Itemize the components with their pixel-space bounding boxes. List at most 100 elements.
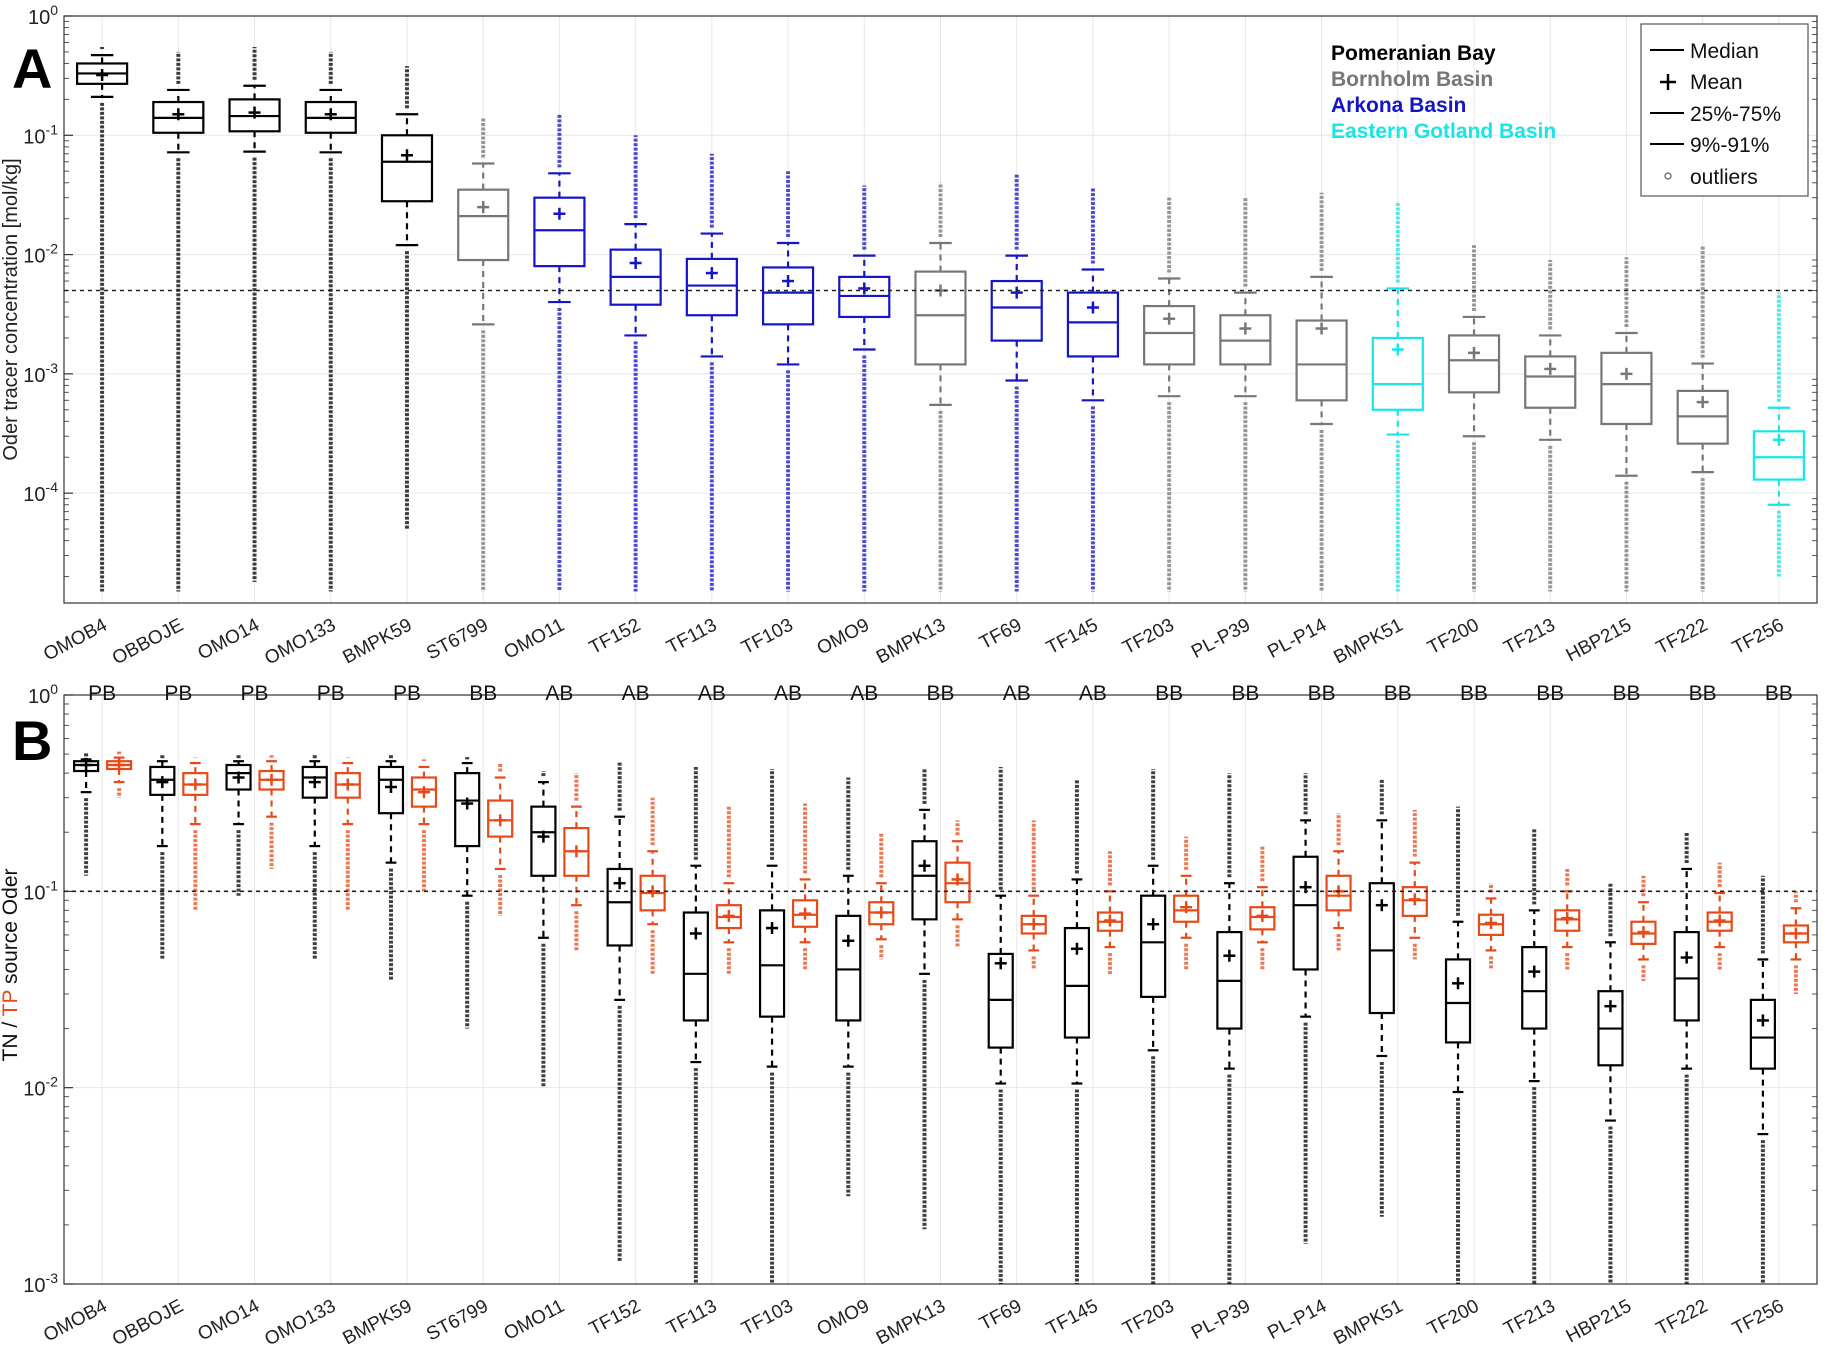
panel-a-st6799-box	[457, 188, 510, 262]
panel-b-station-tf113	[682, 766, 742, 1284]
panel-b-tn-tf256-box	[1749, 998, 1776, 1070]
panel-b-tn-bmpk59-box	[377, 765, 405, 815]
panel-b-station-tf69	[987, 766, 1047, 1284]
panel-b-station-hbp215	[1597, 875, 1657, 1284]
panel-b-station-pl-p39	[1216, 773, 1276, 1284]
panel-b-station-tf222	[1673, 832, 1733, 1284]
panel-b-x-tick-label: OBBOJE	[109, 1296, 187, 1351]
panel-a-axes-frame	[63, 15, 1818, 604]
panel-a-x-tick-label: TF113	[663, 615, 720, 659]
panel-b-station-omo9	[835, 777, 895, 1197]
panel-a-x-tick-label: OMO14	[195, 614, 264, 664]
panel-b-x-tick-label: OMO133	[261, 1296, 339, 1351]
panel-a-station-tf256	[1752, 292, 1805, 577]
panel-a-x-tick-label: OMO9	[814, 615, 873, 660]
panel-b-x-tick-label: TF213	[1500, 1296, 1558, 1340]
panel-a-y-tick-exponent: -1	[46, 121, 59, 137]
panel-b-x-tick-label: TF152	[586, 1296, 644, 1340]
panel-b-tn-st6799-box	[454, 772, 481, 848]
panel-a-station-bmpk59	[380, 66, 434, 530]
panel-b-tn-tf222-box	[1673, 930, 1700, 1022]
panel-a-y-tick-exponent: 0	[50, 2, 58, 18]
panel-b-tn-tf213-box	[1521, 945, 1548, 1030]
panel-b-x-tick-label: TF113	[663, 1296, 720, 1340]
panel-a-y-tick-exponent: -2	[46, 241, 59, 257]
panel-b-y-tick-exponent: -1	[46, 877, 59, 893]
panel-a-y-tick-label: 10-1	[23, 121, 58, 148]
panel-a-station-omo9	[838, 185, 891, 592]
panel-b-x-tick-label: OMOB4	[40, 1295, 111, 1346]
panel-b-basin-label: AB	[1003, 682, 1031, 705]
panel-a-y-tick-label: 10-4	[23, 479, 58, 506]
panel-a-y-tick-base: 10	[28, 7, 50, 29]
panel-b-x-tick-label: BMPK59	[340, 1296, 416, 1350]
panel-a-x-tick-label: TF203	[1119, 615, 1177, 659]
panel-a-x-tick-label: TF69	[976, 615, 1025, 654]
panel-a-x-tick-label: HBP215	[1563, 615, 1635, 667]
panel-b-y-tick-label: 10-3	[23, 1270, 58, 1297]
panel-b-y-tick-base: 10	[28, 686, 50, 708]
panel-b-x-tick-label: PL-P14	[1264, 1295, 1330, 1343]
panel-b-basin-label: PB	[241, 682, 269, 705]
panel-b-y-tick-label: 100	[28, 681, 58, 708]
panel-b-basin-label: AB	[774, 682, 802, 705]
panel-b-tn-omo9-box	[835, 914, 862, 1022]
panel-b-station-bmpk13	[911, 768, 971, 1230]
panel-a-station-tf213	[1524, 260, 1577, 592]
panel-a-x-tick-label: OMOB4	[40, 614, 111, 665]
panel-b-x-tick-label: BMPK13	[873, 1296, 949, 1350]
panel-b-x-tick-label: HBP215	[1563, 1296, 1635, 1348]
stats-legend-frame	[1640, 23, 1809, 197]
panel-b-station-tf213	[1521, 828, 1581, 1284]
panel-b-ylabel: TN / TP source Oder	[0, 869, 22, 1062]
panel-a-station-omo11	[533, 114, 586, 592]
panel-b-x-tick-label: TF103	[738, 1296, 796, 1340]
panel-a-hbp215-box	[1600, 351, 1653, 426]
panel-b-station-tf152	[606, 761, 666, 1262]
panel-b-basin-label: AB	[622, 682, 650, 705]
panel-b-boxes	[73, 751, 1809, 1284]
panel-b-basin-label: BB	[1689, 682, 1717, 705]
panel-b-y-tick-label: 10-1	[23, 877, 58, 904]
panel-b-station-st6799	[454, 757, 514, 1029]
panel-a-station-tf222	[1676, 245, 1729, 592]
panel-a-x-tick-label: PL-P39	[1188, 615, 1254, 663]
panel-b-ylabel-part: /	[0, 1016, 22, 1033]
panel-b-basin-label: BB	[1536, 682, 1564, 705]
panel-a-y-tick-base: 10	[23, 126, 45, 148]
panel-a-x-tick-label: TF222	[1653, 615, 1711, 659]
panel-a-x-tick-label: TF152	[586, 615, 644, 659]
panel-b-basin-label: BB	[1231, 682, 1259, 705]
panel-a-ylabel: Oder tracer concentration [mol/kg]	[0, 158, 22, 460]
panel-a-tf113-box	[685, 257, 738, 317]
legend-group-bb: Bornholm Basin	[1331, 68, 1493, 91]
panel-b-grid	[64, 694, 1817, 1285]
panel-b-x-tick-label: TF145	[1043, 1296, 1101, 1340]
panel-b-basin-label: BB	[1308, 682, 1336, 705]
panel-b-station-omob4	[73, 751, 133, 876]
panel-b-ylabel-part: TP	[0, 990, 22, 1016]
panel-a-station-omob4	[76, 46, 129, 592]
panel-b-x-tick-label: ST6799	[423, 1296, 492, 1346]
panel-a-x-tick-label: TF200	[1424, 615, 1482, 659]
panel-b-basin-label: AB	[1079, 682, 1107, 705]
panel-b-basin-label: BB	[1765, 682, 1793, 705]
panel-a-x-tick-label: BMPK59	[340, 615, 416, 669]
panel-b-letter: B	[12, 709, 52, 772]
panel-a-tf200-box	[1447, 334, 1501, 394]
panel-b-station-tf103	[758, 768, 819, 1284]
panel-b-basin-label: PB	[317, 682, 345, 705]
outlier-legend-symbol	[1664, 172, 1672, 180]
panel-a-station-tf200	[1447, 245, 1501, 592]
panel-b-y-tick-exponent: 0	[50, 681, 58, 697]
panel-b-x-tick-label: TF222	[1653, 1296, 1711, 1340]
panel-a-y-tick-label: 10-3	[23, 360, 58, 387]
panel-b-basin-label: BB	[1155, 682, 1183, 705]
panel-b-y-tick-base: 10	[23, 1079, 45, 1101]
panel-b-basin-label: PB	[164, 682, 192, 705]
panel-a-y-tick-exponent: -4	[46, 479, 59, 495]
panel-a-bmpk59-box	[380, 134, 434, 203]
panel-a-letter: A	[12, 37, 52, 100]
panel-b-station-obboje	[149, 755, 209, 960]
